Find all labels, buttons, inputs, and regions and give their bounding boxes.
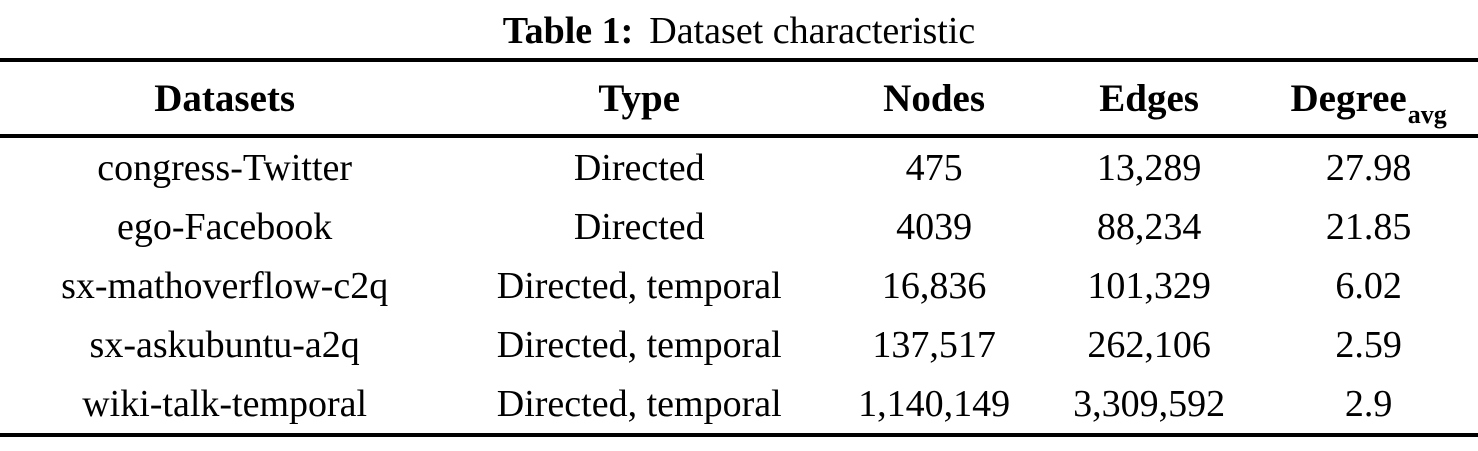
column-header-type: Type xyxy=(598,76,681,120)
edges-cell: 3,309,592 xyxy=(1073,382,1226,425)
edges-cell: 88,234 xyxy=(1096,205,1202,248)
degree-avg-cell: 21.85 xyxy=(1325,205,1412,248)
nodes-cell: 1,140,149 xyxy=(858,382,1011,425)
degree-header-text: Degree xyxy=(1290,76,1407,120)
dataset-name-cell: sx-askubuntu-a2q xyxy=(89,323,360,366)
dataset-characteristics-table: Datasets Type Nodes Edges Degreeavg cong… xyxy=(0,58,1478,437)
edges-cell: 13,289 xyxy=(1096,146,1202,189)
table-row: ego-Facebook Directed 4039 88,234 21.85 xyxy=(0,197,1478,256)
table-caption: Table 1: Dataset characteristic xyxy=(0,0,1478,58)
type-cell: Directed, temporal xyxy=(496,323,782,366)
type-cell: Directed xyxy=(573,205,705,248)
dataset-name-cell: sx-mathoverflow-c2q xyxy=(61,264,389,307)
table-caption-label: Table 1: xyxy=(502,10,634,52)
degree-avg-cell: 27.98 xyxy=(1325,146,1412,189)
table-row: sx-askubuntu-a2q Directed, temporal 137,… xyxy=(0,315,1478,374)
edges-cell: 262,106 xyxy=(1087,323,1211,366)
table-caption-text: Dataset characteristic xyxy=(649,10,976,52)
dataset-name-cell: ego-Facebook xyxy=(117,205,333,248)
type-cell: Directed, temporal xyxy=(496,382,782,425)
dataset-name-cell: congress-Twitter xyxy=(97,146,353,189)
table-row: sx-mathoverflow-c2q Directed, temporal 1… xyxy=(0,256,1478,315)
type-cell: Directed, temporal xyxy=(496,264,782,307)
nodes-cell: 475 xyxy=(905,146,963,189)
dataset-name-cell: wiki-talk-temporal xyxy=(82,382,368,425)
degree-avg-cell: 2.59 xyxy=(1335,323,1402,366)
table-row: congress-Twitter Directed 475 13,289 27.… xyxy=(0,136,1478,197)
degree-avg-cell: 6.02 xyxy=(1335,264,1402,307)
nodes-cell: 137,517 xyxy=(872,323,996,366)
column-header-datasets: Datasets xyxy=(154,76,296,120)
column-header-degree-avg: Degreeavg xyxy=(1259,60,1478,136)
nodes-cell: 4039 xyxy=(896,205,973,248)
header-row: Datasets Type Nodes Edges Degreeavg xyxy=(0,60,1478,136)
column-header-edges: Edges xyxy=(1099,76,1199,120)
degree-avg-cell: 2.9 xyxy=(1344,382,1393,425)
edges-cell: 101,329 xyxy=(1087,264,1211,307)
nodes-cell: 16,836 xyxy=(881,264,987,307)
table-row: wiki-talk-temporal Directed, temporal 1,… xyxy=(0,374,1478,435)
degree-avg-subscript: avg xyxy=(1407,99,1447,129)
type-cell: Directed xyxy=(573,146,705,189)
column-header-nodes: Nodes xyxy=(883,76,985,120)
